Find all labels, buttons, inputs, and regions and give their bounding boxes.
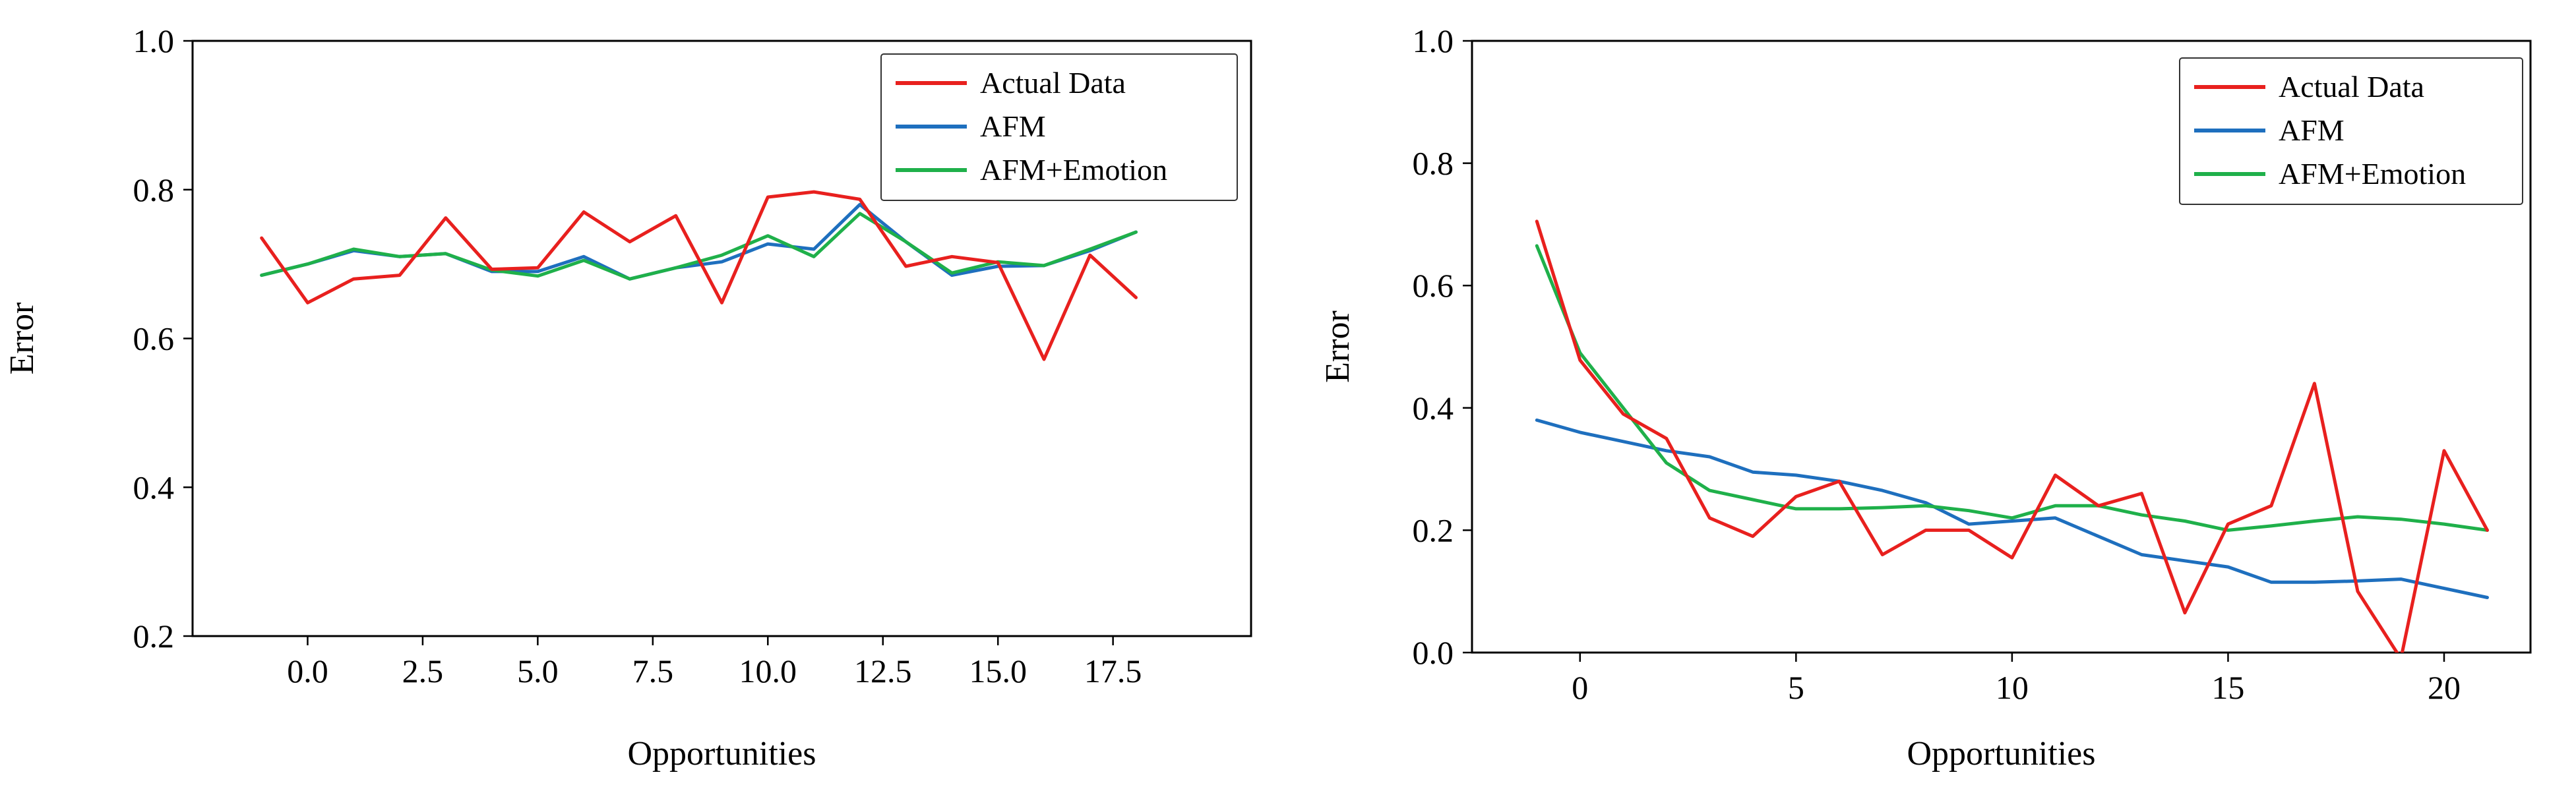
legend-label: Actual Data <box>980 66 1126 100</box>
x-tick-label: 5.0 <box>517 653 559 689</box>
legend: Actual Data AFM AFM+Emotion <box>2179 57 2523 205</box>
series-lines-group <box>260 190 1138 361</box>
legend-box <box>2179 57 2523 205</box>
y-tick-label: 0.2 <box>133 618 175 655</box>
x-tick-label: 15 <box>2211 669 2244 706</box>
y-tick-label: 0.6 <box>1413 267 1454 304</box>
left-chart-panel: 0.0 2.5 5.0 7.5 10.0 12.5 15.0 17.5 0.2 0.4 0.6 0.8… <box>3 22 1252 773</box>
legend-box <box>880 53 1238 201</box>
y-tick-label: 0.8 <box>133 171 175 208</box>
legend-label: AFM <box>2279 113 2345 147</box>
legend-label: Actual Data <box>2279 70 2424 103</box>
plot-frame <box>1471 40 2532 654</box>
x-tick-label: 10 <box>1996 669 2029 706</box>
series-lines-group <box>1535 219 2489 653</box>
y-axis-title: Error <box>3 303 41 375</box>
x-tick-label: 7.5 <box>632 653 674 689</box>
x-tick-label: 12.5 <box>854 653 912 689</box>
right-chart-panel: 0 5 10 15 20 0.0 0.2 0.4 0.6 0.8 1.0 Opportunities E… <box>1319 22 2532 773</box>
y-tick-label: 0.8 <box>1413 145 1454 182</box>
legend-label: AFM+Emotion <box>980 153 1167 187</box>
legend-label: AFM+Emotion <box>2279 157 2466 190</box>
y-tick-label: 0.4 <box>133 469 175 506</box>
y-tick-label: 0.0 <box>1413 634 1454 671</box>
y-axis-title: Error <box>1319 310 1357 383</box>
x-tick-label: 20 <box>2428 669 2461 706</box>
x-axis-title: Opportunities <box>628 735 816 773</box>
y-tick-label: 0.4 <box>1413 390 1454 426</box>
x-tick-label: 0 <box>1572 669 1588 706</box>
x-tick-label: 2.5 <box>402 653 444 689</box>
x-tick-label: 10.0 <box>739 653 797 689</box>
x-tick-label: 5 <box>1788 669 1804 706</box>
y-tick-label: 0.2 <box>1413 511 1454 548</box>
x-axis-title: Opportunities <box>1907 735 2096 773</box>
y-tick-label: 1.0 <box>1413 22 1454 59</box>
x-tick-label: 17.5 <box>1084 653 1142 689</box>
y-tick-label: 1.0 <box>133 22 175 59</box>
series-line-actual-data <box>260 190 1138 361</box>
legend: Actual Data AFM AFM+Emotion <box>880 53 1238 201</box>
y-tick-label: 0.6 <box>133 320 175 357</box>
legend-label: AFM <box>980 109 1046 143</box>
x-tick-label: 15.0 <box>969 653 1027 689</box>
x-tick-label: 0.0 <box>287 653 328 689</box>
